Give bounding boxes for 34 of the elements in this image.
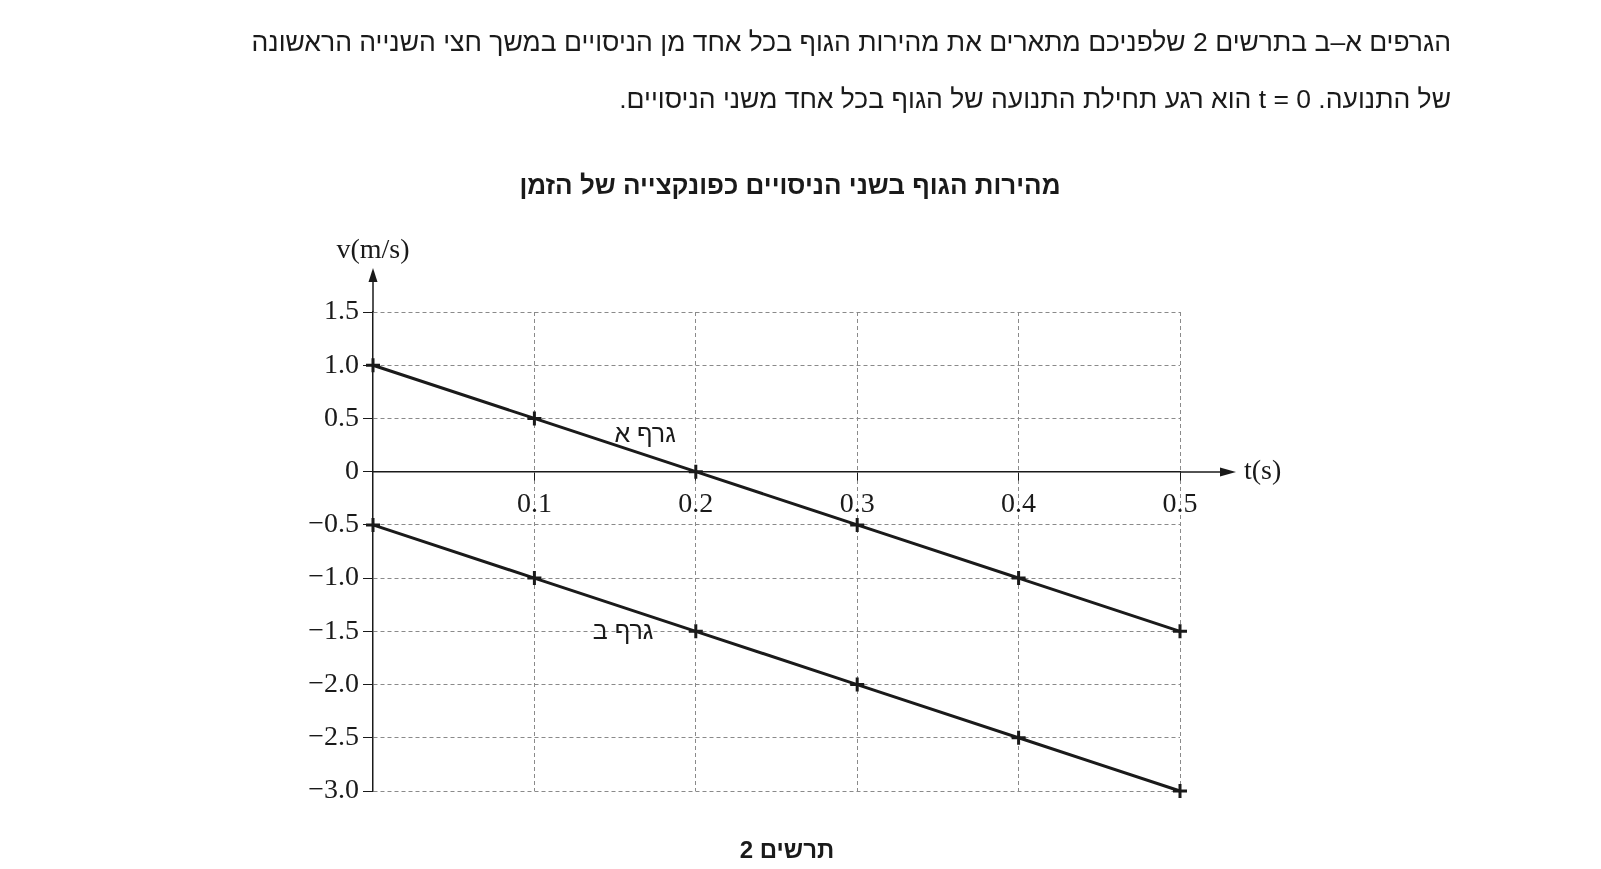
point <box>364 516 382 534</box>
point <box>1171 782 1189 800</box>
text: הגרפים א–ב בתרשים 2 שלפניכם מתארים את מהירות הגוף בכל אחד מן הניסויים במשך חצי השנייה הראשונה של התנועה. t = 0 הוא רגע תחילת התנועה של הגוף בכל אחד משני הניסויים. <box>250 26 1451 116</box>
y-tick-label: 0.5 <box>324 400 359 432</box>
point <box>687 622 705 640</box>
point <box>364 356 382 374</box>
point <box>1010 569 1028 587</box>
x-tick-label: 0.2 <box>678 486 714 518</box>
text: תרשים 2 <box>738 836 836 864</box>
y-tick-label: −1.5 <box>308 613 359 645</box>
point <box>1171 622 1189 640</box>
y-tick-label: −1.0 <box>308 560 359 592</box>
y-tick-label: −0.5 <box>308 507 359 539</box>
x-axis-title: t(s) <box>1244 454 1282 486</box>
y-axis-title: v(m/s) <box>336 233 410 264</box>
y-tick-label: −2.0 <box>308 666 359 698</box>
point <box>687 463 705 481</box>
point <box>848 516 866 534</box>
series-label: גרף א <box>614 418 676 447</box>
x-tick-label: 0.3 <box>839 486 875 518</box>
point <box>525 409 543 427</box>
x-tick-label: 0.4 <box>1001 486 1037 518</box>
series-label: גרף ב <box>592 616 654 645</box>
point <box>525 569 543 587</box>
x-tick-label: 0.1 <box>516 486 552 518</box>
point <box>1010 729 1028 747</box>
x-tick-label: 0.5 <box>1162 486 1198 518</box>
chart-title: מהירות הגוף בשני הניסויים כפונקצייה של הזמן <box>518 170 1062 201</box>
y-tick-label: 0 <box>345 454 359 486</box>
y-tick-label: 1.0 <box>324 347 359 379</box>
y-tick-label: 1.5 <box>324 294 359 326</box>
y-tick-label: −2.5 <box>308 720 359 752</box>
y-tick-label: −3.0 <box>308 773 359 805</box>
point <box>848 676 866 694</box>
